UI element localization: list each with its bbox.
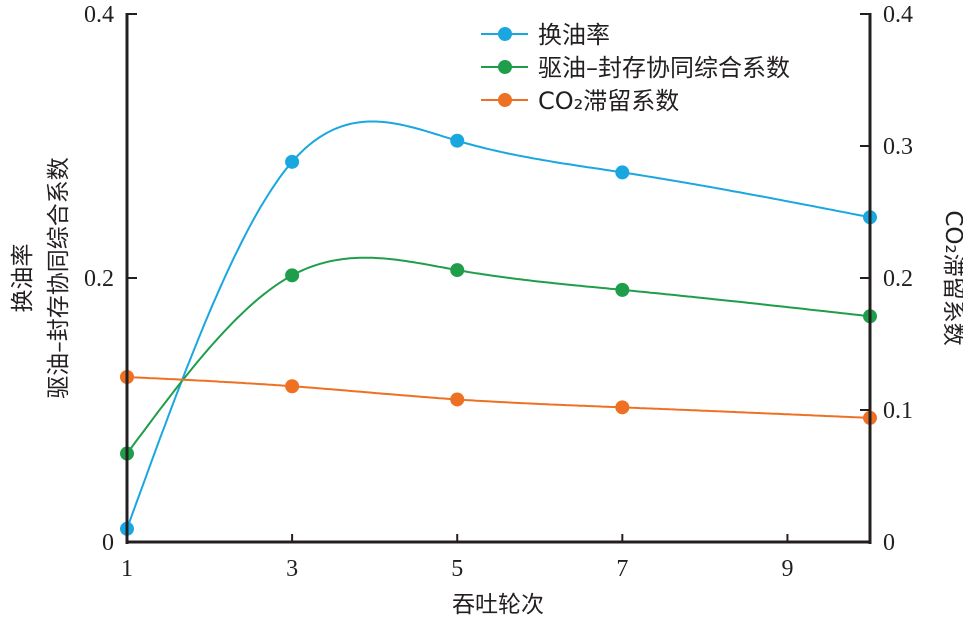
- left-y-tick-label: 0.4: [84, 2, 114, 28]
- x-tick-label: 9: [781, 556, 793, 582]
- legend-label: 驱油–封存协同综合系数: [538, 54, 790, 82]
- data-point: [615, 282, 630, 297]
- right-y-tick-label: 0.4: [883, 2, 913, 28]
- data-point: [450, 392, 465, 407]
- legend-label: 换油率: [538, 21, 610, 49]
- left-y-tick-label: 0: [102, 530, 114, 556]
- series-2: [120, 370, 877, 425]
- series-1: [120, 256, 877, 461]
- x-tick-label: 5: [451, 556, 463, 582]
- axes: [125, 13, 872, 544]
- left-y-tick-label: 0.2: [84, 266, 114, 292]
- legend-swatch-marker: [498, 27, 512, 41]
- data-point: [615, 400, 630, 415]
- data-point: [615, 165, 630, 180]
- tick-layer: 1 3 5 7 9 0 0.2 0.4 0 0.1 0.2 0.3 0.4: [84, 2, 913, 582]
- right-y-tick-label: 0.3: [883, 134, 913, 160]
- x-axis-label: 吞吐轮次: [452, 592, 544, 618]
- legend-swatch-marker: [498, 93, 512, 107]
- data-point: [450, 133, 465, 148]
- legend-item: 驱油–封存协同综合系数: [481, 54, 790, 82]
- data-point: [285, 268, 300, 283]
- series-layer: [120, 120, 877, 536]
- data-point: [450, 263, 465, 278]
- x-tick-label: 1: [121, 556, 133, 582]
- right-y-tick-label: 0.2: [883, 266, 913, 292]
- legend-swatch-marker: [498, 60, 512, 74]
- right-axis-label: CO₂滞留系数: [940, 210, 963, 345]
- data-point: [285, 379, 300, 394]
- legend-label: CO₂滞留系数: [538, 87, 679, 115]
- legend-item: 换油率: [481, 21, 610, 49]
- series-0: [120, 120, 877, 536]
- series-line: [126, 376, 871, 419]
- data-point: [285, 154, 300, 169]
- x-tick-label: 7: [616, 556, 628, 582]
- x-tick-label: 3: [286, 556, 298, 582]
- right-y-tick-label: 0.1: [883, 398, 913, 424]
- series-line: [126, 120, 871, 530]
- legend-item: CO₂滞留系数: [481, 87, 679, 115]
- left-axis-label-line2: 驱油–封存协同综合系数: [46, 157, 72, 399]
- left-axis-label-line1: 换油率: [10, 244, 36, 313]
- right-y-tick-label: 0: [883, 530, 895, 556]
- series-line: [126, 256, 871, 455]
